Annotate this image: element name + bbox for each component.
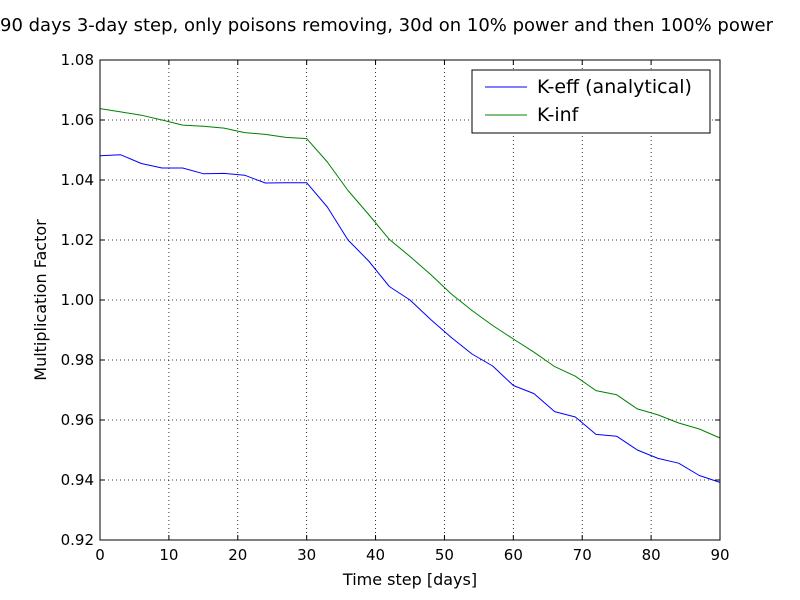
legend: K-eff (analytical) K-inf [471, 69, 711, 134]
y-tick-label: 0.94 [61, 471, 94, 489]
x-tick-label: 20 [228, 546, 247, 564]
series-layer [99, 108, 721, 483]
x-tick-label: 10 [159, 546, 178, 564]
y-tick-label: 0.98 [61, 351, 94, 369]
x-tick-label: 0 [95, 546, 105, 564]
x-tick-label: 30 [297, 546, 316, 564]
y-tick-label: 1.04 [61, 171, 94, 189]
legend-box [471, 69, 711, 134]
y-axis-label: Multiplication Factor [31, 219, 50, 381]
series-line-k-inf [99, 108, 721, 439]
x-tick-label: 70 [573, 546, 592, 564]
y-tick-label: 0.92 [61, 531, 94, 549]
ticks [99, 59, 721, 541]
legend-label-k-inf: K-inf [537, 104, 580, 126]
y-tick-label: 1.06 [61, 111, 94, 129]
legend-label-k-eff: K-eff (analytical) [537, 76, 692, 98]
y-tick-label: 1.08 [61, 51, 94, 69]
x-tick-label: 80 [642, 546, 661, 564]
y-tick-labels: 0.92 0.94 0.96 0.98 1.00 1.02 1.04 1.06 1.08 [61, 51, 94, 549]
x-tick-label: 40 [366, 546, 385, 564]
x-tick-label: 90 [710, 546, 729, 564]
grid [99, 59, 721, 541]
x-tick-labels: 0 10 20 30 40 50 60 70 80 90 [95, 546, 729, 564]
x-axis-label: Time step [days] [342, 570, 477, 589]
y-tick-label: 1.00 [61, 291, 94, 309]
chart-title: 90 days 3-day step, only poisons removin… [0, 15, 774, 36]
series-line-k-eff [99, 154, 721, 483]
x-tick-label: 60 [504, 546, 523, 564]
x-tick-label: 50 [435, 546, 454, 564]
y-tick-label: 1.02 [61, 231, 94, 249]
y-tick-label: 0.96 [61, 411, 94, 429]
